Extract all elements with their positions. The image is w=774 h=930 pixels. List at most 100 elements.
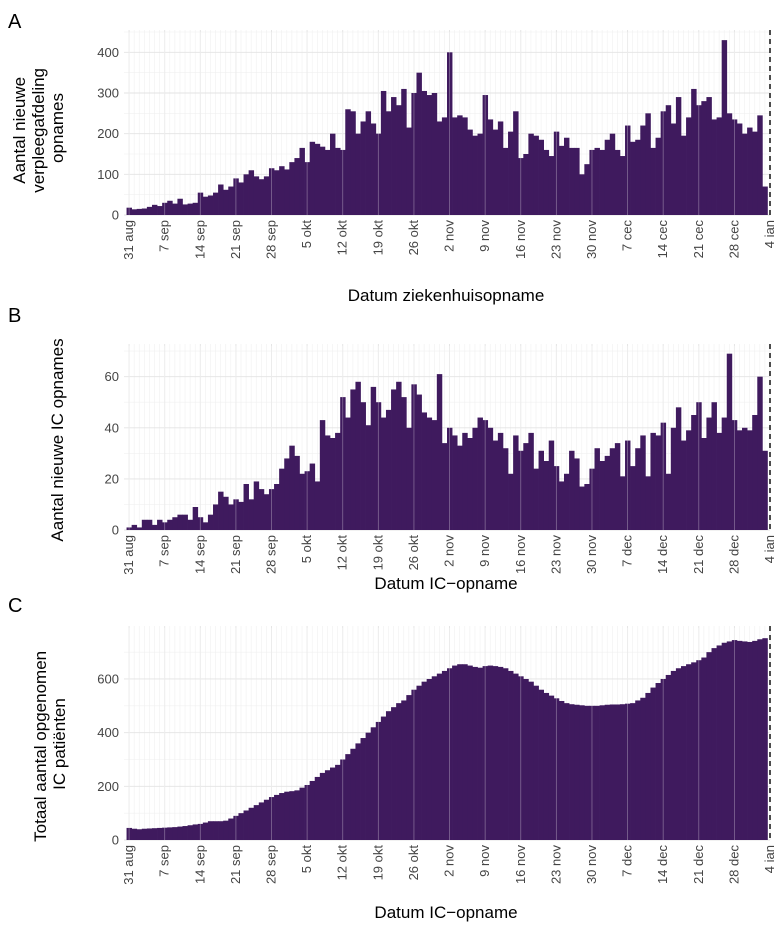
panel-c-x-tick-label: 30 nov [584,845,599,885]
panel-c-x-tick-label: 7 dec [620,845,635,877]
panel-c-bar [553,698,560,840]
panel-b-bar [726,353,733,530]
panel-a-bar [731,119,738,215]
panel-a-bar [141,208,148,215]
panel-a-bar [253,176,260,215]
panel-a-bar [457,115,463,215]
panel-a-bar [213,192,219,215]
panel-b-x-tick-label: 16 nov [513,535,528,575]
panel-b-bar [477,417,483,530]
panel-a-bar [604,139,611,215]
panel-a-x-tick-label: 5 okt [299,220,314,249]
panel-b-bar [630,466,636,530]
panel-c-bar [162,827,168,840]
panel-b-bar [228,504,234,530]
panel-c-bar [436,673,443,840]
panel-c-bar [406,695,412,840]
panel-a-bar [589,149,595,215]
panel-a-bar [609,133,616,215]
panel-c-bar [431,676,438,840]
panel-b-bar [411,384,417,530]
panel-c-bar [294,790,300,840]
panel-c-bar [213,821,219,840]
panel-a-bar [431,93,438,215]
panel-a-bar [401,88,407,215]
panel-a-bar [243,174,249,215]
panel-c-bar [243,810,249,840]
panel-a-bar [630,141,636,215]
panel-b-bar [584,484,590,530]
panel-a-bar [406,127,412,215]
panel-a-x-tick-label: 14 sep [192,220,207,259]
panel-b-x-tick-label: 12 okt [335,535,350,571]
panel-c-bar [731,640,738,840]
panel-b-bar [274,484,280,530]
panel-c-x-tick-label: 21 dec [691,845,706,885]
panel-c-bar [630,703,636,840]
panel-c-bar [157,827,163,840]
panel-b-bar [268,489,275,530]
panel-c-bar [365,732,372,840]
panel-b-bar [391,389,397,530]
panel-c-bar [492,666,499,840]
panel-a-bar [274,170,280,215]
panel-b-bar [314,481,321,530]
panel-c-bar [187,825,194,840]
panel-c-bar [258,802,265,840]
panel-b-bar [742,427,748,530]
panel-a-bar [294,158,300,215]
panel-b-bar [151,524,158,530]
panel-b-bar [508,473,514,530]
panel-c-bar [625,703,631,840]
panel-a-bar [355,133,361,215]
panel-c-bar [752,640,758,840]
panel-b-bar [375,402,382,530]
panel-b-bar [330,438,336,530]
panel-b-bar [665,473,672,530]
panel-b-bar [462,432,468,530]
panel-a-bar [304,162,311,215]
panel-c-bar [721,642,728,840]
panel-c-x-tick-label: 2 nov [442,845,457,877]
panel-a-y-tick-label: 200 [97,126,119,141]
panel-a-x-tick-label: 14 cec [655,220,670,259]
panel-a-y-axis-label: Aantal nieuwe verpleegafdeling opnames [10,63,67,193]
panel-a-bar [660,111,667,215]
panel-b-bar [406,427,412,530]
panel-b-bar [609,448,616,530]
panel-c-y-tick-label: 600 [97,671,119,686]
panel-c-x-tick-label: 23 nov [548,845,563,885]
panel-a: A 0 100 200 300 400 31 aug 7 sep 14 sep 21 sep 28… [8,11,774,305]
panel-b: B 0 20 40 60 31 aug 7 sep 14 sep 21 sep 28 sep 5 … [8,305,774,593]
panel-b-bar [248,499,255,530]
panel-a-bar [360,121,366,215]
panel-b-bar [548,440,555,530]
panel-c-bar [218,821,224,840]
panel-b-bar [416,394,422,530]
panel-a-x-tick-label: 28 cec [726,220,741,259]
panel-a-bar [238,182,244,215]
panel-c-bar [569,704,575,840]
panel-a-bar [146,206,153,215]
panel-b-bar [589,468,595,530]
panel-c-bar [141,828,148,840]
panel-c-bar [482,666,489,840]
panel-a-bar [472,135,478,215]
panel-c-bar [192,824,199,840]
panel-b-bar [457,445,463,530]
panel-c-bar [136,829,143,840]
panel-a-bar [187,203,194,215]
panel-a-bar [640,125,646,215]
panel-b-bar [497,432,504,530]
panel-c: C 0 200 400 600 31 aug 7 sep 14 sep 21 sep 28 se… [8,595,774,922]
panel-c-bar [594,705,600,840]
panel-a-bar [584,164,590,215]
panel-b-bar [207,514,214,530]
panel-a-x-tick-label: 7 cec [620,220,635,252]
panel-c-bar [655,683,661,840]
panel-c-x-tick-label: 31 aug [121,845,136,885]
panel-c-bar [548,695,555,840]
panel-b-bar [258,489,265,530]
panel-c-bar [528,681,534,840]
panel-a-x-tick-label: 9 nov [477,220,492,252]
